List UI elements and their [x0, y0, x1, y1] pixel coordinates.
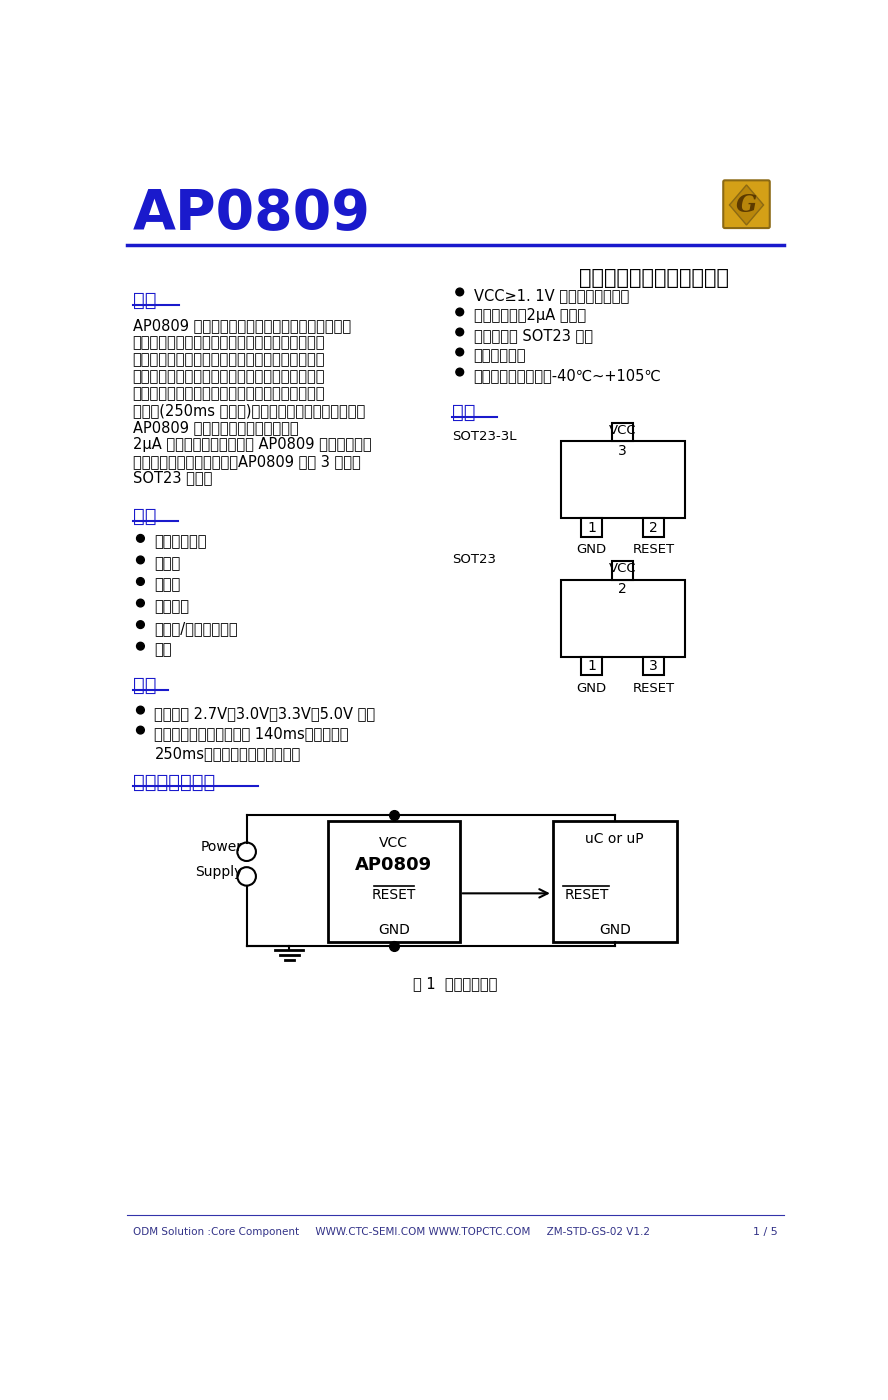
Text: 汽车: 汽车 — [155, 643, 172, 658]
Text: 信号。当电源电压低于预设的门槛电压时，芯片会: 信号。当电源电压低于预设的门槛电压时，芯片会 — [132, 370, 325, 384]
Text: 图 1  典型应用电路: 图 1 典型应用电路 — [413, 977, 497, 991]
Text: GND: GND — [378, 923, 410, 937]
Bar — [560, 441, 685, 518]
Text: VCC: VCC — [608, 563, 637, 575]
Bar — [643, 657, 664, 675]
Text: 特性: 特性 — [132, 676, 156, 696]
Text: 于监控微控制器和其他逻辑系统的电源电压。它可: 于监控微控制器和其他逻辑系统的电源电压。它可 — [132, 335, 325, 350]
Circle shape — [137, 556, 145, 564]
Text: 典型应用电路图: 典型应用电路图 — [132, 773, 215, 791]
Text: 2: 2 — [618, 582, 627, 596]
Text: 智能价器: 智能价器 — [155, 599, 189, 615]
Circle shape — [456, 349, 464, 356]
Circle shape — [137, 599, 145, 608]
Text: RESET: RESET — [565, 888, 609, 902]
Bar — [581, 518, 602, 536]
Polygon shape — [729, 185, 764, 225]
Bar — [581, 657, 602, 675]
Text: 2: 2 — [649, 521, 658, 535]
Text: 控制器: 控制器 — [155, 578, 180, 592]
Circle shape — [456, 368, 464, 375]
Text: 概述: 概述 — [132, 291, 156, 311]
Text: GND: GND — [576, 682, 607, 694]
Text: AP0809 是一种单一功能的微处理器复位芯片，用: AP0809 是一种单一功能的微处理器复位芯片，用 — [132, 318, 351, 333]
Text: GND: GND — [576, 543, 607, 556]
Bar — [328, 820, 460, 942]
Circle shape — [137, 643, 145, 650]
Circle shape — [456, 288, 464, 295]
Circle shape — [137, 706, 145, 714]
Text: VCC≥1. 1V 保证复位输出有效: VCC≥1. 1V 保证复位输出有效 — [473, 288, 629, 304]
Text: 250ms，具有低有效的复位输出: 250ms，具有低有效的复位输出 — [155, 746, 301, 762]
Bar — [612, 561, 633, 580]
Text: VCC: VCC — [608, 424, 637, 437]
Text: uC or uP: uC or uP — [585, 832, 644, 846]
Text: AP0809 有效的复位输出为低电平。: AP0809 有效的复位输出为低电平。 — [132, 420, 298, 435]
Text: 段时间(250ms 典型値)后，这个复位信号才会结束。: 段时间(250ms 典型値)后，这个复位信号才会结束。 — [132, 403, 365, 417]
Text: 以在上电、掉电和节电情况下向微控制器提供复位: 以在上电、掉电和节电情况下向微控制器提供复位 — [132, 351, 325, 367]
Text: 封装: 封装 — [452, 403, 475, 421]
Text: 2μA 的典型低电源电流，使 AP0809 能理想地用于: 2μA 的典型低电源电流，使 AP0809 能理想地用于 — [132, 437, 371, 452]
Text: 便携式/电池供电设备: 便携式/电池供电设备 — [155, 620, 238, 636]
Bar — [552, 820, 677, 942]
Circle shape — [456, 328, 464, 336]
Text: 精确监控 2.7V、3.0V、3.3V、5.0V 电源: 精确监控 2.7V、3.0V、3.3V、5.0V 电源 — [155, 706, 376, 721]
Text: 低电源电流，2μA 典型値: 低电源电流，2μA 典型値 — [473, 308, 586, 323]
Text: AP0809: AP0809 — [132, 188, 370, 241]
Text: 1: 1 — [587, 521, 596, 535]
Text: GND: GND — [599, 923, 630, 937]
Bar — [612, 423, 633, 441]
Text: AP0809: AP0809 — [355, 855, 432, 874]
Bar — [643, 518, 664, 536]
Text: 便携式、电池供电的设备。AP0809 采用 3 管脚的: 便携式、电池供电的设备。AP0809 采用 3 管脚的 — [132, 454, 361, 469]
Text: RESET: RESET — [632, 682, 675, 694]
FancyBboxPatch shape — [723, 181, 770, 228]
Text: SOT23 封装。: SOT23 封装。 — [132, 470, 212, 486]
Text: G: G — [736, 193, 757, 217]
Text: 1: 1 — [587, 659, 596, 673]
Text: ODM Solution :Core Component     WWW.CTC-SEMI.COM WWW.TOPCTC.COM     ZM-STD-GS-0: ODM Solution :Core Component WWW.CTC-SEM… — [132, 1226, 650, 1236]
Text: 电源复位延时时间最小为 140ms，典型値为: 电源复位延时时间最小为 140ms，典型値为 — [155, 727, 349, 741]
Text: RESET: RESET — [372, 888, 416, 902]
Text: VCC: VCC — [379, 836, 408, 850]
Circle shape — [137, 578, 145, 585]
Text: 发出复位信号，在电源电压恢复到高于门槛电压一: 发出复位信号，在电源电压恢复到高于门槛电压一 — [132, 386, 325, 400]
Circle shape — [137, 620, 145, 629]
Text: 应用: 应用 — [132, 507, 156, 526]
Text: SOT23-3L: SOT23-3L — [452, 430, 517, 442]
Text: 规定整个温度范围为-40℃~+105℃: 规定整个温度范围为-40℃~+105℃ — [473, 368, 662, 384]
Bar — [560, 580, 685, 657]
Text: 无需外部元件: 无需外部元件 — [473, 349, 527, 363]
Circle shape — [456, 308, 464, 316]
Text: 1 / 5: 1 / 5 — [753, 1226, 778, 1236]
Text: RESET: RESET — [632, 543, 675, 556]
Text: 微处理器系统: 微处理器系统 — [155, 535, 207, 550]
Text: 3: 3 — [618, 444, 627, 458]
Text: Supply: Supply — [195, 865, 242, 879]
Text: SOT23: SOT23 — [452, 553, 496, 566]
Circle shape — [137, 727, 145, 734]
Text: Power: Power — [201, 840, 242, 854]
Text: 采用小型的 SOT23 封装: 采用小型的 SOT23 封装 — [473, 328, 592, 343]
Text: 计算机: 计算机 — [155, 556, 180, 571]
Text: 三管脚的微处理器复位芯片: 三管脚的微处理器复位芯片 — [578, 269, 728, 288]
Circle shape — [137, 535, 145, 542]
Text: 3: 3 — [649, 659, 658, 673]
